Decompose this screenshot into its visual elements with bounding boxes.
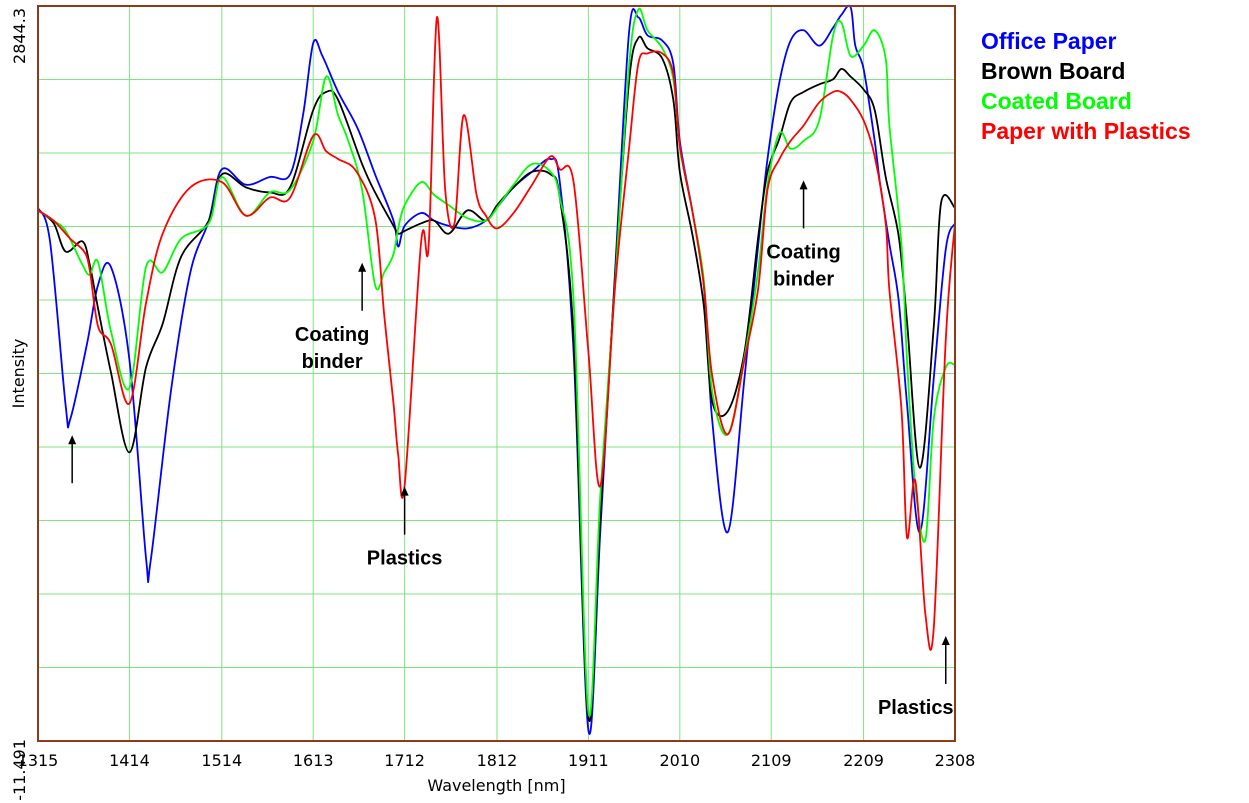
annotation-label: Plastics bbox=[878, 697, 954, 719]
x-tick-labels: 1315 1414 1514 1613 1712 1812 1911 2010 2109 2209… bbox=[18, 751, 976, 770]
annotation-1: Plastics bbox=[367, 486, 443, 570]
legend-brown-board: Brown Board bbox=[981, 58, 1126, 84]
plot-area-frame bbox=[37, 5, 956, 742]
annotation-label: binder bbox=[773, 268, 834, 290]
x-tick-label: 2010 bbox=[659, 751, 700, 770]
annotation-arrowhead bbox=[941, 635, 950, 645]
y-tick-labels: -11.491 2844.3 bbox=[10, 8, 29, 801]
annotation-2: Coating binder bbox=[766, 180, 841, 290]
annotation-arrowhead bbox=[799, 180, 808, 190]
legend-office-paper: Office Paper bbox=[981, 28, 1117, 54]
annotation-arrowhead bbox=[400, 486, 409, 496]
x-axis-title: Wavelength [nm] bbox=[427, 776, 565, 795]
annotation-4 bbox=[68, 435, 77, 484]
annotation-arrowhead bbox=[68, 435, 77, 445]
series-line-coated-board bbox=[37, 7, 956, 717]
annotation-label: Plastics bbox=[367, 548, 443, 570]
legend-paper-with-plastics: Paper with Plastics bbox=[981, 118, 1191, 144]
x-tick-label: 1414 bbox=[109, 751, 150, 770]
y-axis-title: Intensity bbox=[9, 339, 28, 409]
annotation-arrowhead bbox=[358, 262, 367, 272]
annotation-0: Coating binder bbox=[295, 262, 369, 373]
x-tick-label: 1812 bbox=[477, 751, 518, 770]
series-layer bbox=[37, 4, 956, 735]
x-tick-label: 2109 bbox=[751, 751, 792, 770]
x-tick-label: 2209 bbox=[843, 751, 884, 770]
x-tick-label: 1613 bbox=[293, 751, 334, 770]
annotation-label: Coating bbox=[295, 324, 369, 346]
x-tick-label: 1712 bbox=[384, 751, 425, 770]
annotation-label: binder bbox=[302, 351, 363, 373]
x-tick-label: 2308 bbox=[935, 751, 976, 770]
annotations: Coating binder Plastics Coating binder Plasti… bbox=[68, 180, 954, 719]
x-tick-label: 1315 bbox=[18, 751, 59, 770]
grid bbox=[38, 6, 955, 741]
legend: Office Paper Brown Board Coated Board Pa… bbox=[981, 26, 1191, 146]
y-tick-label-max: 2844.3 bbox=[10, 8, 29, 64]
annotation-label: Coating bbox=[766, 241, 840, 263]
x-tick-label: 1911 bbox=[568, 751, 609, 770]
series-line-paper-with-plastics bbox=[37, 16, 956, 651]
legend-coated-board: Coated Board bbox=[981, 88, 1132, 114]
y-tick-label-min: -11.491 bbox=[10, 739, 29, 801]
annotation-3: Plastics bbox=[878, 635, 954, 719]
x-tick-label: 1514 bbox=[201, 751, 242, 770]
